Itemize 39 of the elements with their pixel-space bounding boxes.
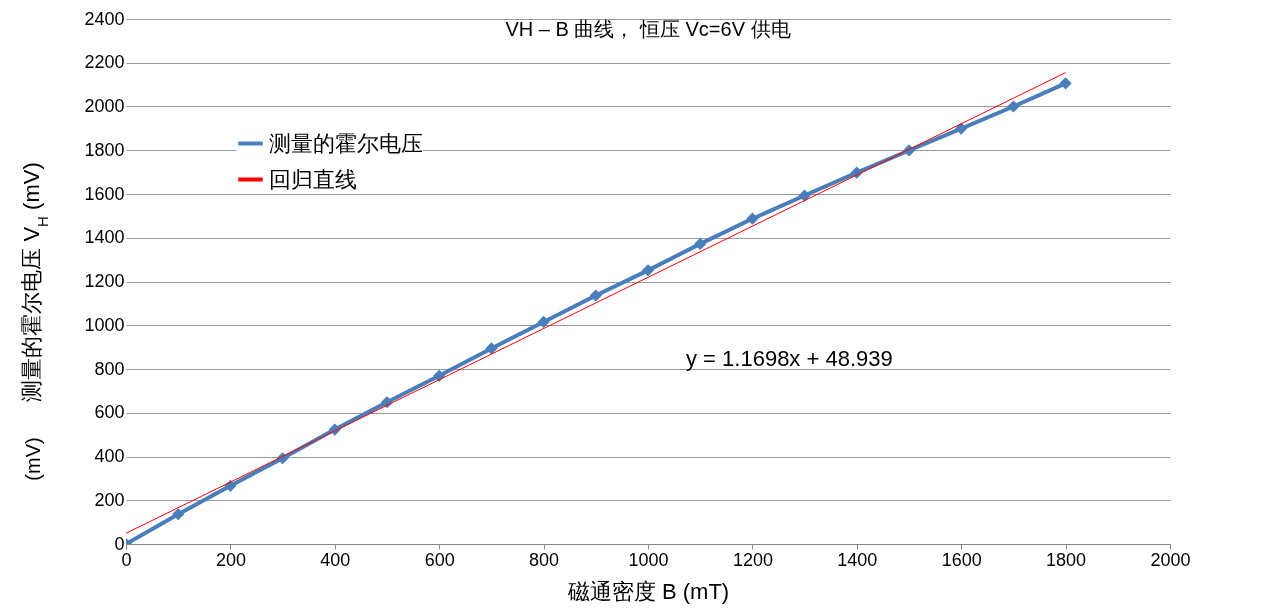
- point: [641, 264, 655, 277]
- legend-label: 测量的霍尔电压: [269, 130, 423, 156]
- annotation: y = 1.1698x + 48.939: [686, 346, 893, 371]
- y-tick-label: 200: [94, 489, 125, 510]
- point: [746, 212, 759, 225]
- point: [485, 342, 498, 355]
- point: [694, 237, 707, 250]
- x-tick-label: 800: [529, 549, 560, 570]
- y-tick-label: 1000: [84, 314, 125, 335]
- point: [1059, 77, 1072, 90]
- x-tick-label: 200: [215, 549, 246, 570]
- point: [589, 289, 602, 302]
- point: [798, 189, 811, 202]
- x-tick-label: 600: [424, 549, 455, 570]
- x-tick-label: 1200: [732, 549, 773, 570]
- y-tick-label: 0: [114, 533, 125, 554]
- x-tick-label: 1400: [837, 549, 878, 570]
- y-tick-label: 1400: [84, 227, 125, 248]
- text: (mV): [22, 437, 44, 481]
- x-tick-label: 1000: [628, 549, 669, 570]
- y-tick-label: 800: [94, 358, 125, 379]
- x-tick-label: 400: [320, 549, 351, 570]
- chart-title: VH – B 曲线， 恒压 Vc=6V 供电: [505, 18, 791, 40]
- y-tick-label: 1200: [84, 271, 125, 291]
- y-tick-label: 2400: [84, 8, 125, 29]
- legend-label: 回归直线: [269, 166, 357, 192]
- y-tick-label: 1600: [84, 183, 125, 204]
- y-tick-label: 600: [94, 402, 125, 423]
- x-axis-title: 磁通密度 B (mT): [566, 578, 730, 604]
- point: [537, 315, 550, 329]
- y-tick-label: 400: [94, 446, 125, 466]
- point: [172, 508, 185, 521]
- x-tick-label: 1800: [1046, 549, 1087, 570]
- y-tick-label: 1800: [84, 139, 125, 160]
- x-tick-label: 1600: [941, 549, 982, 570]
- y-tick-label: 2000: [84, 96, 125, 116]
- y-tick-label: 2200: [84, 52, 125, 73]
- point: [1007, 100, 1020, 113]
- x-tick-label: 2000: [1150, 549, 1191, 570]
